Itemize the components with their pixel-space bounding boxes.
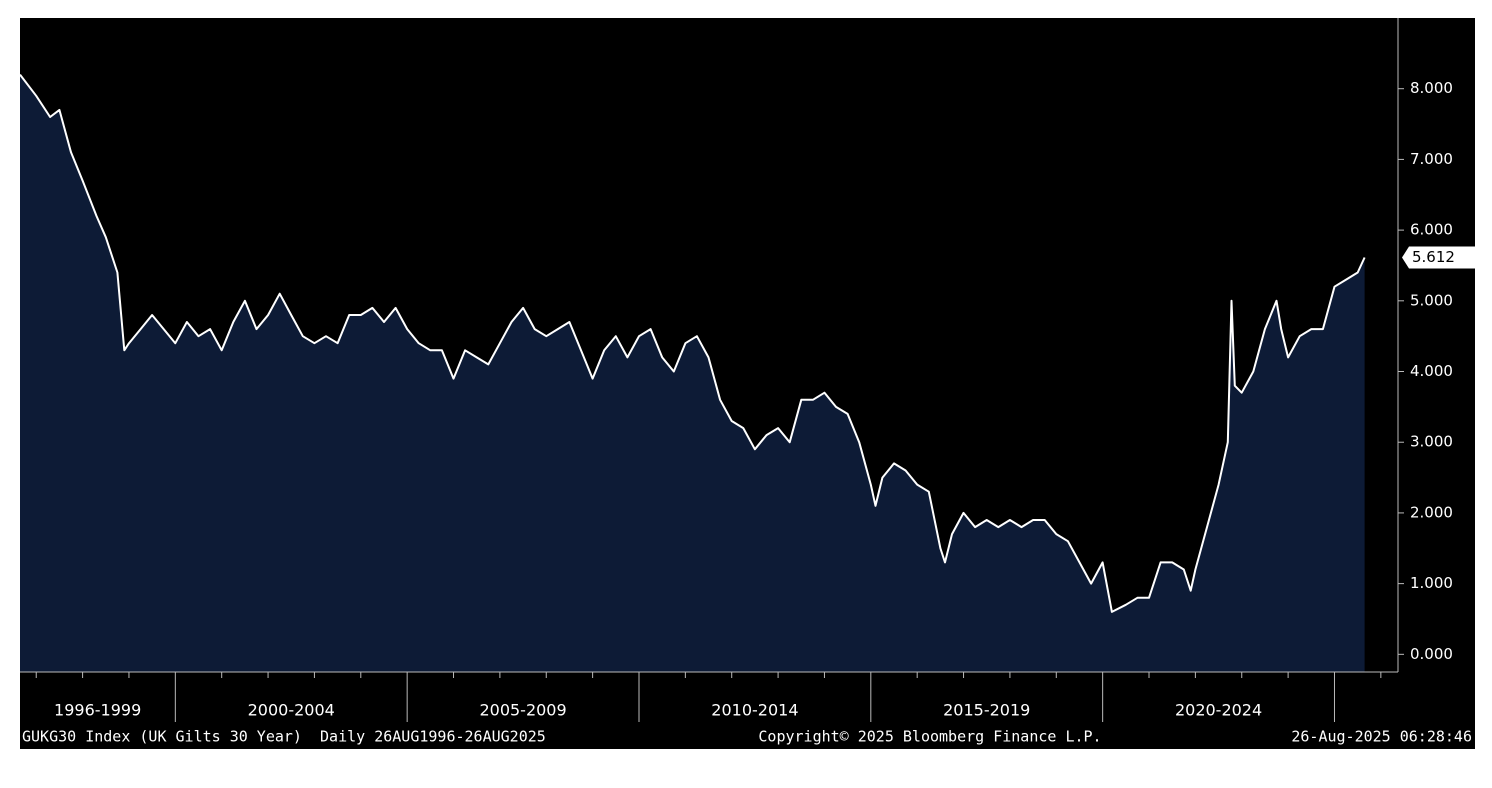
footer-center: Copyright© 2025 Bloomberg Finance L.P.: [758, 728, 1101, 746]
x-period-label: 2010-2014: [711, 701, 798, 720]
x-period-label: 2005-2009: [479, 701, 566, 720]
y-tick-label: 2.000: [1410, 503, 1453, 521]
footer-left: GUKG30 Index (UK Gilts 30 Year) Daily 26…: [22, 728, 546, 746]
y-tick-label: 0.000: [1410, 645, 1453, 663]
x-period-label: 2020-2024: [1175, 701, 1262, 720]
y-tick-label: 8.000: [1410, 79, 1453, 97]
x-period-label: 1996-1999: [54, 701, 141, 720]
y-tick-label: 1.000: [1410, 574, 1453, 592]
x-period-label: 2015-2019: [943, 701, 1030, 720]
last-value-box: [1402, 246, 1476, 269]
last-value-label: 5.612: [1412, 248, 1455, 266]
y-tick-label: 3.000: [1410, 433, 1453, 451]
y-tick-label: 5.000: [1410, 291, 1453, 309]
y-tick-label: 4.000: [1410, 362, 1453, 380]
y-tick-label: 6.000: [1410, 221, 1453, 239]
x-period-label: 2000-2004: [248, 701, 335, 720]
y-tick-label: 7.000: [1410, 150, 1453, 168]
line: [19, 73, 1366, 613]
area: [20, 74, 1365, 673]
footer-right: 26-Aug-2025 06:28:46: [1291, 728, 1472, 746]
